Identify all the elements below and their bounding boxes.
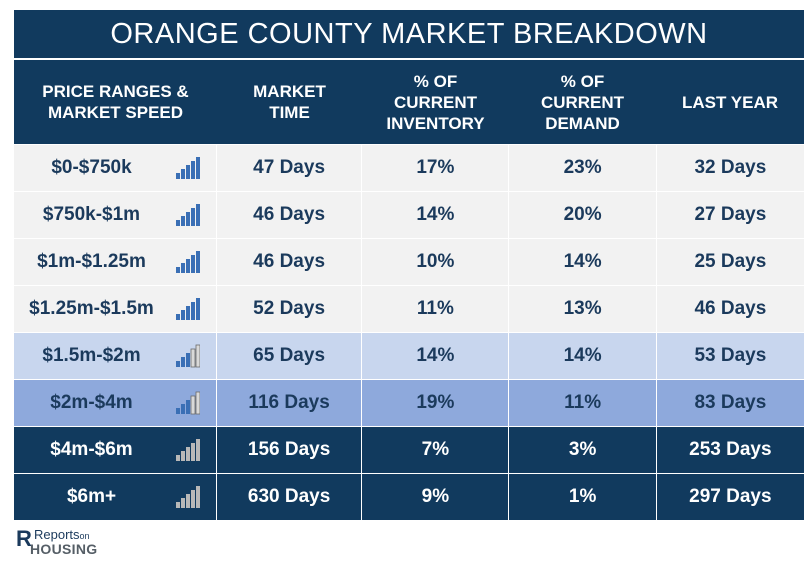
last-year-cell: 32 Days [655,145,804,191]
market-time-cell: 47 Days [215,145,361,191]
market-breakdown-table: ORANGE COUNTY MARKET BREAKDOWN PRICE RAN… [14,10,804,520]
price-range-cell: $1.5m-$2m [14,333,216,379]
last-year-cell: 25 Days [655,239,804,285]
price-range-cell: $6m+ [14,474,216,520]
header-row: PRICE RANGES & MARKET SPEED MARKET TIME … [14,60,804,144]
inventory-cell: 14% [361,333,508,379]
header-current-demand: % OF CURRENT DEMAND [540,71,625,133]
market-speed-icon [176,391,201,421]
demand-cell: 20% [508,192,655,238]
market-speed-icon [176,438,200,468]
market-speed-icon [176,250,200,280]
demand-cell: 1% [508,474,655,520]
last-year-cell: 297 Days [655,474,804,520]
table-body: $0-$750k 47 Days 17% 23% 32 Days $750k-$1m 46 … [14,144,804,520]
price-range-label: $4m-$6m [50,439,133,460]
price-range-cell: $0-$750k [14,145,216,191]
demand-cell: 3% [508,427,655,473]
demand-cell: 13% [508,286,655,332]
last-year-cell: 46 Days [655,286,804,332]
demand-cell: 23% [508,145,655,191]
last-year-cell: 253 Days [655,427,804,473]
price-range-cell: $2m-$4m [14,380,216,426]
demand-cell: 14% [508,333,655,379]
table-row: $2m-$4m 116 Days 19% 11% 83 Days [14,379,804,426]
header-last-year: LAST YEAR [681,92,779,112]
header-market-time: MARKET TIME [253,82,326,122]
demand-cell: 11% [508,380,655,426]
price-range-cell: $1.25m-$1.5m [14,286,216,332]
inventory-cell: 7% [361,427,508,473]
price-range-label: $2m-$4m [50,392,133,413]
table-row: $750k-$1m 46 Days 14% 20% 27 Days [14,191,804,238]
price-range-label: $0-$750k [51,157,132,178]
price-range-cell: $4m-$6m [14,427,216,473]
inventory-cell: 19% [361,380,508,426]
market-time-cell: 116 Days [215,380,361,426]
market-speed-icon [176,297,200,327]
price-range-label: $1m-$1.25m [37,251,146,272]
inventory-cell: 9% [361,474,508,520]
price-range-label: $6m+ [66,486,117,507]
price-range-cell: $750k-$1m [14,192,216,238]
reports-on-housing-logo: R Reportson HOUSING [16,526,98,557]
price-range-label: $1.25m-$1.5m [29,298,154,319]
price-range-label: $1.5m-$2m [42,345,141,366]
table-row: $6m+ 630 Days 9% 1% 297 Days [14,473,804,520]
last-year-cell: 53 Days [655,333,804,379]
table-row: $1.5m-$2m 65 Days 14% 14% 53 Days [14,332,804,379]
last-year-cell: 83 Days [655,380,804,426]
market-time-cell: 46 Days [215,239,361,285]
header-price-ranges: PRICE RANGES & MARKET SPEED [42,82,189,122]
inventory-cell: 11% [361,286,508,332]
market-time-cell: 52 Days [215,286,361,332]
header-current-inventory: % OF CURRENT INVENTORY [386,71,485,133]
last-year-cell: 27 Days [655,192,804,238]
inventory-cell: 14% [361,192,508,238]
table-row: $1m-$1.25m 46 Days 10% 14% 25 Days [14,238,804,285]
table-row: $0-$750k 47 Days 17% 23% 32 Days [14,144,804,191]
inventory-cell: 17% [361,145,508,191]
market-speed-icon [176,203,200,233]
price-range-cell: $1m-$1.25m [14,239,216,285]
market-time-cell: 156 Days [215,427,361,473]
market-time-cell: 46 Days [215,192,361,238]
table-row: $1.25m-$1.5m 52 Days 11% 13% 46 Days [14,285,804,332]
price-range-label: $750k-$1m [42,204,141,225]
table-row: $4m-$6m 156 Days 7% 3% 253 Days [14,426,804,473]
market-speed-icon [176,156,200,186]
market-time-cell: 65 Days [215,333,361,379]
market-speed-icon [176,485,200,515]
market-time-cell: 630 Days [215,474,361,520]
market-speed-icon [176,344,201,374]
table-title: ORANGE COUNTY MARKET BREAKDOWN [14,10,804,60]
inventory-cell: 10% [361,239,508,285]
demand-cell: 14% [508,239,655,285]
